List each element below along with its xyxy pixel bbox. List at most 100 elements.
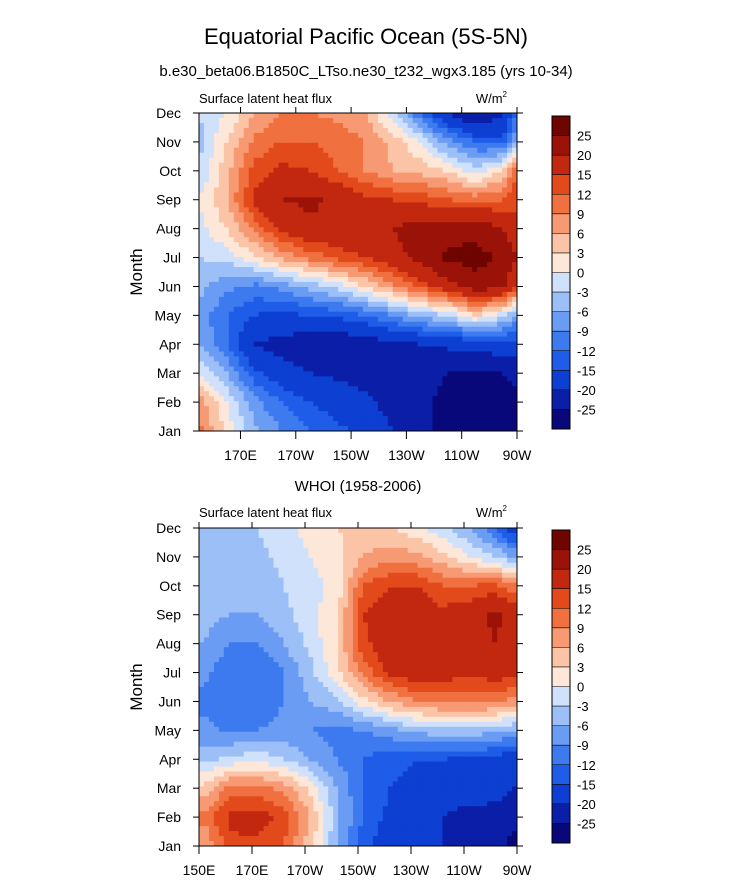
heatmap-cell	[437, 137, 444, 144]
heatmap-cell	[422, 192, 429, 199]
heatmap-cell	[333, 187, 339, 194]
heatmap-cell	[512, 366, 517, 373]
heatmap-cell	[482, 567, 488, 574]
heatmap-cell	[238, 326, 245, 333]
heatmap-cell	[442, 547, 449, 554]
heatmap-cell	[358, 552, 364, 559]
heatmap-cell	[303, 187, 310, 194]
heatmap-cell	[402, 532, 409, 539]
heatmap-cell	[387, 217, 394, 224]
heatmap-cell	[258, 222, 265, 228]
heatmap-cell	[273, 567, 280, 574]
heatmap-cell	[328, 222, 334, 228]
heatmap-cell	[512, 207, 517, 214]
heatmap-cell	[348, 421, 354, 427]
heatmap-cell	[392, 272, 399, 278]
heatmap-cell	[412, 326, 419, 333]
heatmap-cell	[308, 587, 314, 594]
heatmap-cell	[333, 528, 339, 534]
heatmap-cell	[199, 167, 205, 174]
heatmap-cell	[422, 311, 429, 318]
heatmap-cell	[323, 207, 329, 214]
heatmap-cell	[313, 537, 319, 544]
heatmap-cell	[268, 542, 275, 549]
heatmap-cell	[313, 286, 319, 293]
heatmap-cell	[223, 351, 230, 358]
heatmap-cell	[338, 286, 344, 293]
heatmap-cell	[208, 281, 215, 288]
heatmap-cell	[343, 587, 349, 594]
heatmap-cell	[362, 252, 369, 258]
heatmap-cell	[228, 272, 235, 278]
heatmap-cell	[203, 366, 210, 373]
heatmap-cell	[318, 401, 324, 407]
heatmap-cell	[233, 262, 240, 268]
heatmap-cell	[308, 351, 314, 358]
heatmap-cell	[263, 177, 270, 184]
heatmap-cell	[203, 202, 210, 209]
heatmap-cell	[372, 242, 379, 248]
heatmap-cell	[457, 421, 464, 427]
heatmap-cell	[437, 237, 444, 243]
heatmap-cell	[303, 311, 310, 318]
heatmap-cell	[278, 562, 285, 569]
heatmap-cell	[353, 272, 359, 278]
heatmap-cell	[268, 202, 275, 209]
heatmap-cell	[268, 361, 275, 368]
heatmap-cell	[372, 127, 379, 134]
heatmap-cell	[353, 537, 359, 544]
heatmap-cell	[293, 217, 300, 224]
heatmap-cell	[338, 421, 344, 427]
heatmap-cell	[298, 197, 305, 204]
heatmap-cell	[213, 376, 220, 383]
heatmap-cell	[328, 267, 334, 273]
heatmap-cell	[293, 577, 300, 584]
heatmap-cell	[203, 296, 210, 303]
heatmap-cell	[412, 331, 419, 338]
heatmap-cell	[417, 192, 424, 199]
heatmap-cell	[218, 276, 225, 283]
heatmap-cell	[243, 147, 250, 154]
heatmap-cell	[253, 212, 260, 219]
heatmap-cell	[477, 113, 483, 119]
heatmap-cell	[248, 532, 255, 539]
heatmap-cell	[377, 411, 384, 417]
heatmap-cell	[507, 366, 513, 373]
heatmap-cell	[303, 582, 310, 589]
heatmap-cell	[452, 113, 459, 119]
heatmap-cell	[367, 296, 374, 303]
heatmap-cell	[358, 371, 364, 378]
heatmap-cell	[353, 528, 359, 534]
heatmap-cell	[432, 306, 439, 313]
heatmap-cell	[238, 371, 245, 378]
heatmap-cell	[457, 396, 464, 402]
heatmap-cell	[377, 557, 384, 564]
heatmap-cell	[372, 197, 379, 204]
heatmap-cell	[343, 391, 349, 397]
heatmap-cell	[422, 351, 429, 358]
heatmap-cell	[273, 212, 280, 219]
heatmap-cell	[298, 321, 305, 328]
heatmap-cell	[482, 542, 488, 549]
heatmap-cell	[417, 177, 424, 184]
heatmap-cell	[303, 321, 310, 328]
heatmap-cell	[303, 286, 310, 293]
heatmap-cell	[492, 202, 498, 209]
heatmap-cell	[243, 113, 250, 119]
heatmap-cell	[377, 147, 384, 154]
heatmap-cell	[248, 321, 255, 328]
heatmap-cell	[343, 567, 349, 574]
heatmap-cell	[358, 557, 364, 564]
heatmap-cell	[392, 162, 399, 169]
heatmap-cell	[512, 237, 517, 243]
heatmap-cell	[328, 272, 334, 278]
heatmap-cell	[482, 341, 488, 348]
heatmap-cell	[502, 177, 508, 184]
heatmap-cell	[203, 331, 210, 338]
heatmap-cell	[427, 532, 434, 539]
heatmap-cell	[213, 187, 220, 194]
heatmap-cells	[199, 528, 517, 846]
heatmap-cell	[382, 187, 389, 194]
heatmap-cell	[437, 421, 444, 427]
heatmap-cell	[258, 252, 265, 258]
